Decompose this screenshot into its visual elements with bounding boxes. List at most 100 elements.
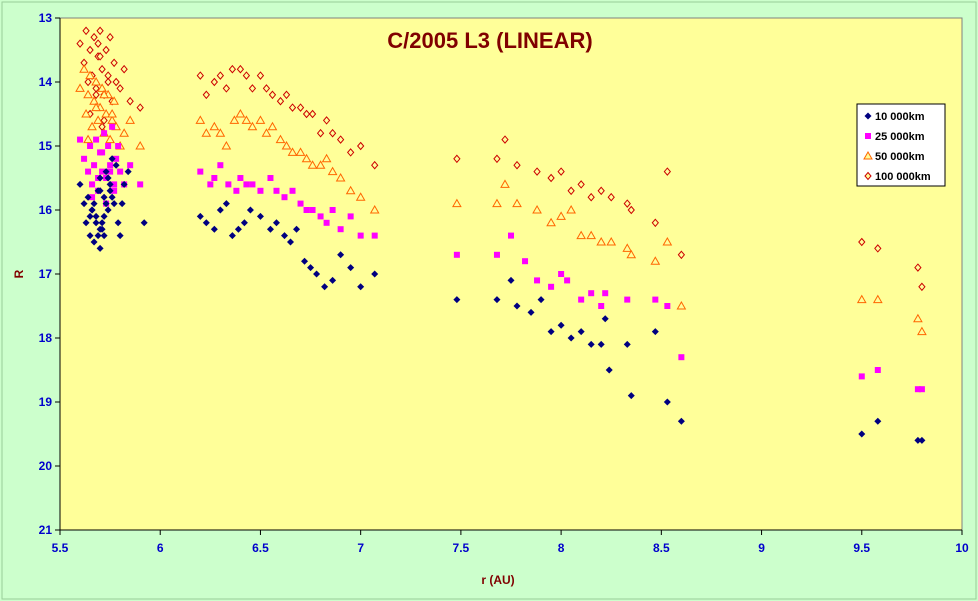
- data-point: [112, 77, 120, 87]
- data-point: [623, 199, 631, 208]
- data-point: [196, 212, 204, 220]
- data-point: [114, 219, 122, 227]
- data-point: [83, 89, 93, 99]
- data-point: [371, 270, 379, 278]
- data-point: [93, 115, 103, 124]
- data-point: [267, 175, 274, 181]
- data-point: [102, 200, 110, 208]
- y-tick-label: 18: [39, 331, 53, 345]
- x-tick-label: 8: [558, 541, 565, 555]
- data-point: [222, 84, 231, 93]
- data-point: [91, 162, 98, 169]
- data-point: [249, 181, 256, 188]
- data-point: [556, 211, 566, 220]
- data-point: [96, 26, 104, 36]
- legend-items: 10 000km 25 000km 50 000km 100 000km: [863, 111, 931, 183]
- data-point: [678, 354, 685, 361]
- data-point: [101, 108, 111, 118]
- data-point: [914, 386, 921, 393]
- data-point: [676, 300, 687, 310]
- data-point: [262, 84, 271, 93]
- data-point: [76, 39, 84, 48]
- data-point: [99, 168, 106, 175]
- data-point: [596, 236, 607, 246]
- data-point: [548, 283, 555, 290]
- x-tick-label: 9.5: [853, 541, 870, 555]
- data-point: [86, 232, 94, 240]
- data-point: [512, 198, 522, 208]
- data-point: [100, 212, 108, 220]
- data-point: [280, 232, 288, 240]
- data-point: [102, 45, 110, 55]
- data-point: [522, 258, 529, 265]
- data-point: [116, 84, 124, 93]
- legend-marker: [865, 133, 871, 139]
- data-point: [87, 143, 94, 149]
- data-point: [566, 204, 576, 214]
- data-point: [493, 251, 500, 258]
- data-point: [91, 102, 101, 112]
- x-tick-label: 5.5: [52, 541, 69, 555]
- data-point: [235, 108, 246, 118]
- data-point: [135, 140, 146, 150]
- data-point: [119, 128, 130, 137]
- data-point: [202, 219, 210, 227]
- data-point: [301, 153, 312, 163]
- data-point: [874, 244, 882, 253]
- data-point: [217, 162, 224, 169]
- x-tick-label: 7: [357, 541, 364, 555]
- data-point: [607, 192, 615, 202]
- data-point: [371, 232, 378, 239]
- data-point: [587, 340, 595, 348]
- data-point: [108, 155, 116, 163]
- data-point: [125, 115, 136, 124]
- y-axis-label: R: [12, 269, 26, 278]
- data-point: [547, 173, 555, 183]
- data-point: [79, 64, 89, 73]
- y-tick-label: 15: [39, 139, 53, 153]
- data-point: [301, 257, 309, 265]
- data-point: [874, 367, 881, 373]
- data-point: [94, 39, 102, 48]
- data-point: [196, 71, 204, 80]
- data-point: [81, 108, 91, 118]
- data-point: [513, 160, 521, 170]
- data-point: [677, 417, 685, 425]
- data-point: [369, 204, 380, 214]
- data-point: [90, 32, 98, 42]
- data-point: [92, 219, 100, 227]
- data-point: [104, 77, 112, 87]
- data-point: [82, 26, 90, 36]
- data-point: [102, 168, 110, 176]
- data-point: [98, 219, 106, 227]
- x-tick-label: 9: [758, 541, 765, 555]
- data-point: [256, 71, 265, 80]
- data-point: [500, 179, 510, 188]
- data-point: [106, 187, 114, 195]
- data-point: [627, 392, 635, 400]
- data-point: [112, 161, 120, 169]
- legend-box: [856, 103, 946, 187]
- data-point: [109, 123, 116, 130]
- data-point: [345, 185, 356, 195]
- data-point: [215, 128, 226, 137]
- data-point: [90, 200, 98, 208]
- data-point: [110, 58, 118, 68]
- data-point: [207, 181, 214, 188]
- data-point: [90, 238, 98, 246]
- data-point: [195, 115, 206, 124]
- data-point: [315, 160, 326, 169]
- data-point: [136, 103, 144, 112]
- data-point: [537, 296, 545, 304]
- data-point: [120, 180, 128, 188]
- series-diamond: [76, 155, 926, 444]
- data-point: [96, 52, 104, 61]
- data-point: [558, 271, 565, 277]
- data-point: [266, 225, 274, 233]
- data-point: [577, 180, 585, 189]
- data-point: [275, 134, 286, 144]
- plot-area: [59, 17, 963, 531]
- data-point: [453, 251, 460, 258]
